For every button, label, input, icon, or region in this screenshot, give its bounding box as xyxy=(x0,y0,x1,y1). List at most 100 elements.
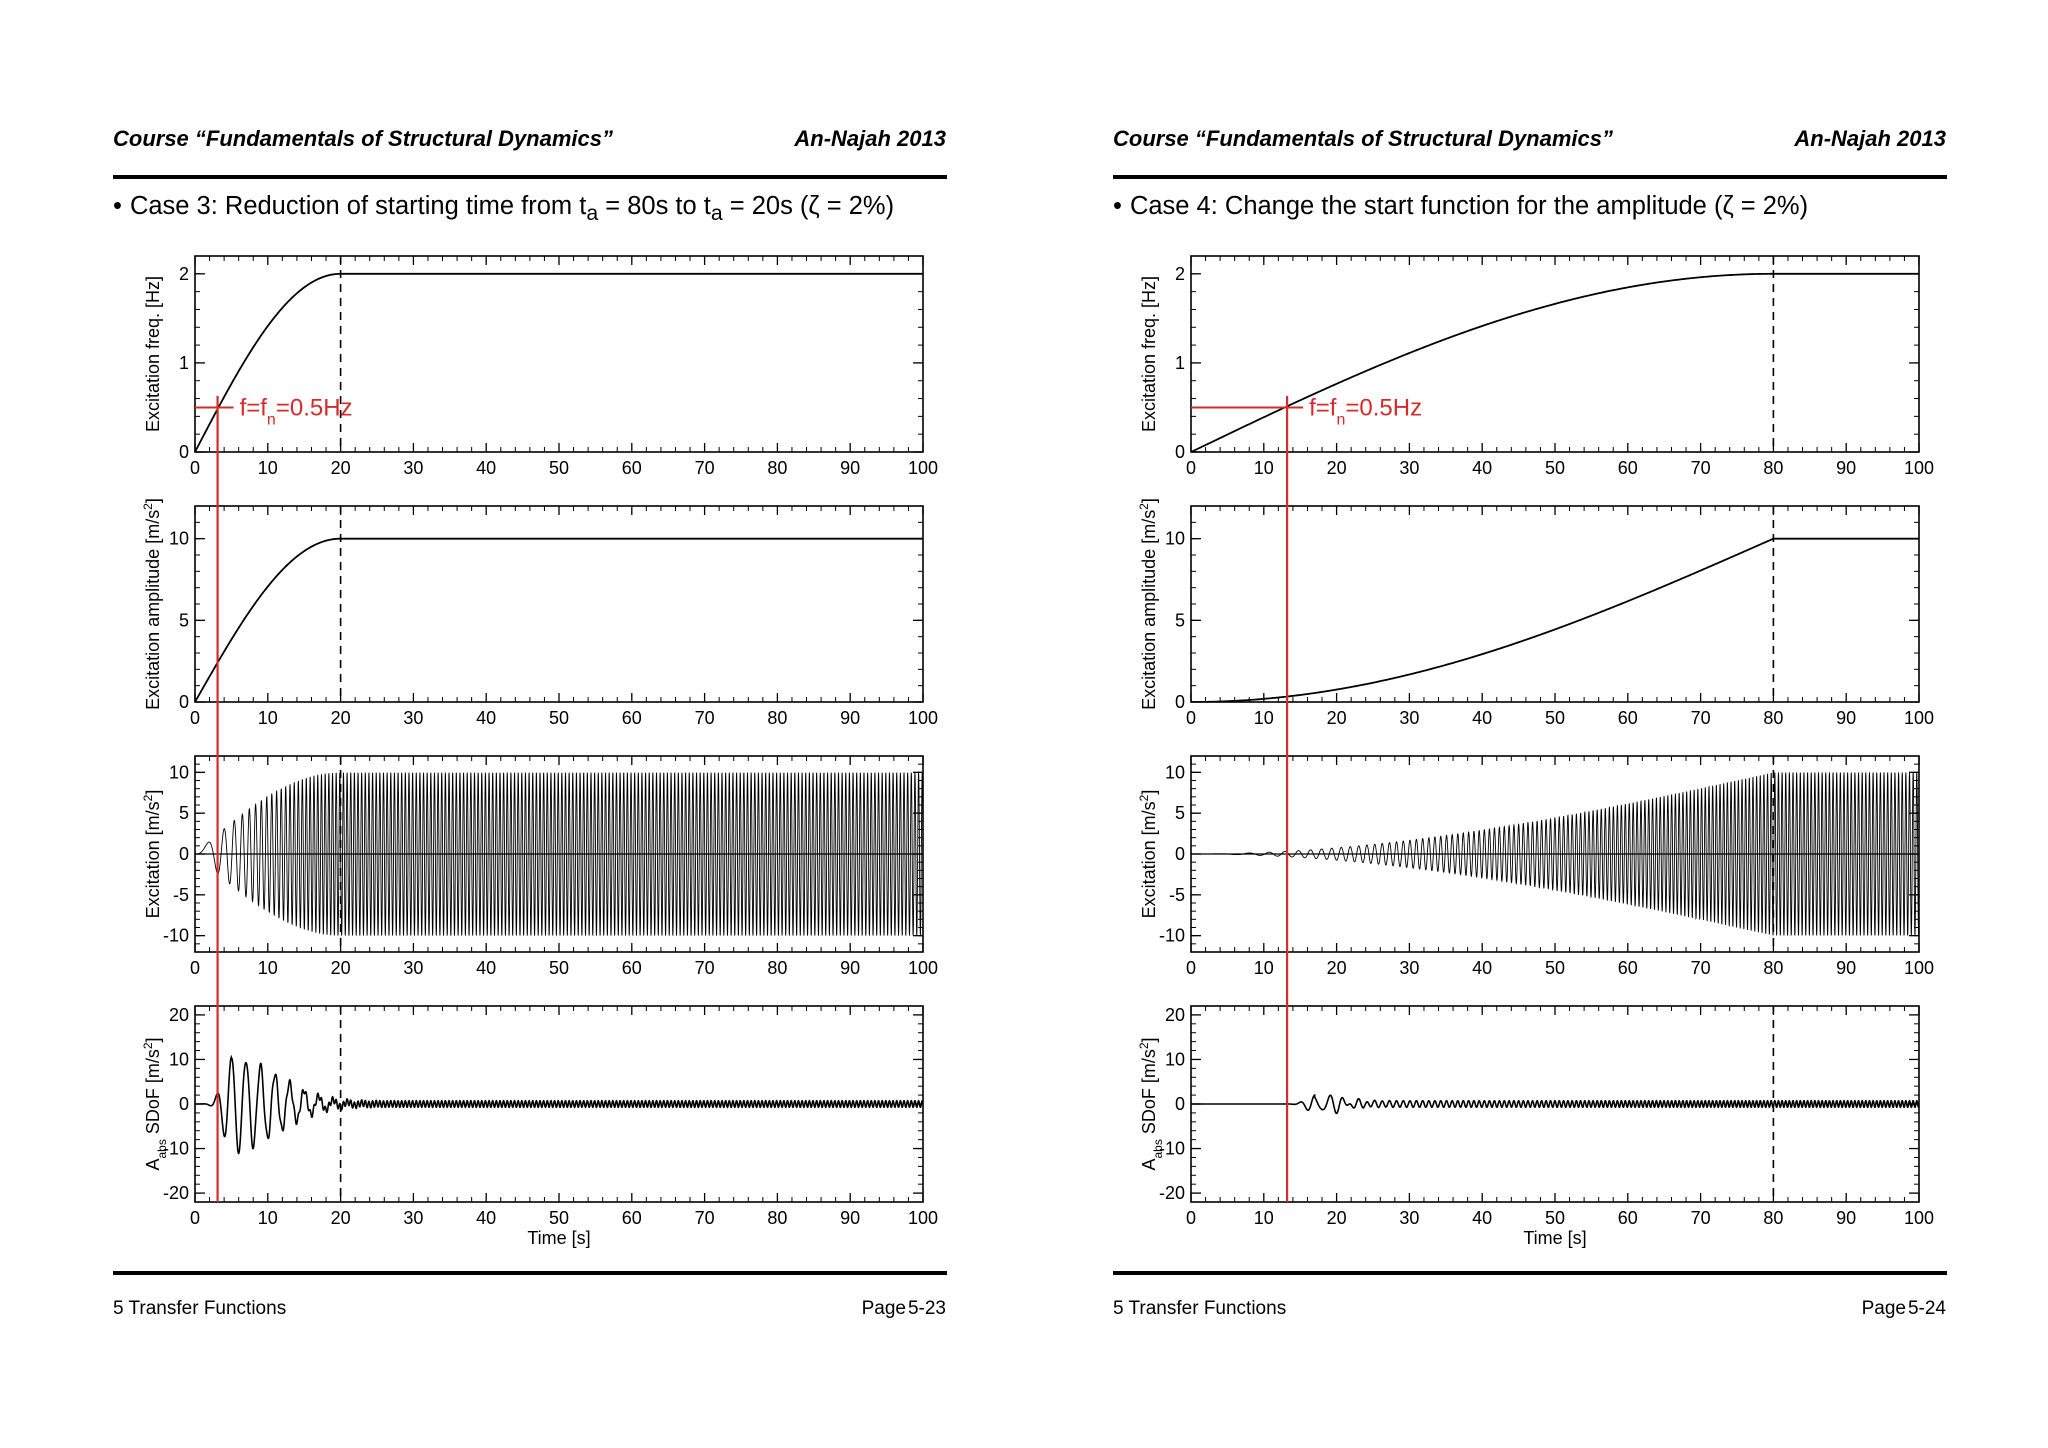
y-tick-label: -5 xyxy=(1169,885,1185,905)
x-tick-label: 50 xyxy=(549,1208,569,1228)
header-institution: An-Najah 2013 xyxy=(1794,126,1946,151)
x-tick-label: 100 xyxy=(908,958,938,978)
x-tick-label: 80 xyxy=(1763,958,1783,978)
y-axis-label: Aabs SDoF [m/s2] xyxy=(141,1037,169,1170)
y-tick-label: -10 xyxy=(163,1139,189,1159)
natural-freq-label: f=fn=0.5Hz xyxy=(1309,394,1422,428)
x-tick-label: 10 xyxy=(1254,1208,1274,1228)
plot-area xyxy=(1191,772,1919,936)
chart-panel: 0 10 20 30 40 50 60 70 80 90 100 0 1 2 Excitation freq… xyxy=(143,255,938,478)
y-label-part: ] xyxy=(1139,790,1159,795)
x-tick-label: 20 xyxy=(331,958,351,978)
annotation-part: =0.5Hz xyxy=(1345,394,1422,421)
case-title-part: = 80s to t xyxy=(598,192,711,220)
natural-freq-label: f=fn=0.5Hz xyxy=(240,394,353,428)
y-tick-label: 0 xyxy=(179,1094,189,1114)
y-tick-label: 10 xyxy=(1165,762,1185,782)
annotation-sub: n xyxy=(1336,411,1345,428)
x-tick-label: 60 xyxy=(622,958,642,978)
x-tick-label: 40 xyxy=(476,458,496,478)
series-line xyxy=(1191,537,1919,702)
plot-area xyxy=(195,272,923,452)
y-tick-label: 20 xyxy=(169,1005,189,1025)
footer-page: Page 5-23 xyxy=(862,1298,946,1320)
footer-chapter: 5 Transfer Functions xyxy=(1113,1298,1287,1319)
x-tick-label: 80 xyxy=(767,1208,787,1228)
x-tick-label: 10 xyxy=(258,708,278,728)
x-tick-label: 60 xyxy=(1618,458,1638,478)
y-label-sub: abs xyxy=(155,1139,169,1158)
y-tick-label: 10 xyxy=(1165,1049,1185,1069)
x-axis-label: Time [s] xyxy=(1523,1228,1586,1248)
response-signal xyxy=(195,1054,923,1155)
plot-area xyxy=(195,1054,923,1155)
x-tick-label: 0 xyxy=(1186,958,1196,978)
x-tick-label: 90 xyxy=(1836,958,1856,978)
x-tick-label: 100 xyxy=(908,708,938,728)
y-axis-label: Aabs SDoF [m/s2] xyxy=(1137,1037,1165,1170)
chart-panel: 0 10 20 30 40 50 60 70 80 90 100 0 5 10 Excitation amp… xyxy=(1137,498,1934,728)
series-line xyxy=(195,272,923,452)
x-tick-label: 30 xyxy=(1399,458,1419,478)
y-label-part: ] xyxy=(143,1037,163,1042)
y-label-sup: 2 xyxy=(141,794,155,801)
y-tick-label: 1 xyxy=(179,353,189,373)
y-tick-label: 0 xyxy=(1175,692,1185,712)
chart-panel: 0 10 20 30 40 50 60 70 80 90 100 -10 -5 0 5 10 Excitatio… xyxy=(1137,755,1934,978)
y-tick-label: 5 xyxy=(1175,803,1185,823)
x-tick-label: 70 xyxy=(1691,1208,1711,1228)
x-tick-label: 90 xyxy=(1836,458,1856,478)
x-tick-label: 40 xyxy=(1472,708,1492,728)
plot-area xyxy=(1191,272,1919,452)
plot-area xyxy=(195,537,923,702)
x-tick-label: 20 xyxy=(331,1208,351,1228)
footer-page-label: Page xyxy=(1861,1298,1906,1319)
header-course: Course “Fundamentals of Structural Dynam… xyxy=(113,126,613,151)
x-tick-label: 50 xyxy=(549,958,569,978)
x-tick-label: 30 xyxy=(403,958,423,978)
plot-area xyxy=(1191,1093,1919,1115)
case-title: • Case 4: Change the start function for t… xyxy=(1113,192,1808,221)
x-tick-label: 90 xyxy=(1836,1208,1856,1228)
case-title-text: Case 4: Change the start function for th… xyxy=(1129,192,1809,220)
x-tick-label: 20 xyxy=(1327,1208,1347,1228)
x-tick-label: 50 xyxy=(1545,458,1565,478)
y-tick-label: 0 xyxy=(1175,442,1185,462)
footer-rule xyxy=(113,1271,947,1275)
x-tick-label: 60 xyxy=(1618,1208,1638,1228)
x-tick-label: 90 xyxy=(840,1208,860,1228)
x-tick-label: 20 xyxy=(331,708,351,728)
x-tick-label: 20 xyxy=(1327,958,1347,978)
y-axis-label: Excitation amplitude [m/s2] xyxy=(1137,498,1159,710)
x-tick-label: 100 xyxy=(1904,708,1934,728)
footer-page-number: 5-24 xyxy=(1907,1298,1946,1319)
y-tick-label: -5 xyxy=(173,885,189,905)
y-label-part: ] xyxy=(1139,498,1159,503)
x-tick-label: 0 xyxy=(1186,1208,1196,1228)
y-label-part: ] xyxy=(143,790,163,795)
y-label-sup: 2 xyxy=(141,1042,155,1049)
y-tick-label: -20 xyxy=(1159,1183,1185,1203)
y-axis-label: Excitation freq. [Hz] xyxy=(1139,276,1159,432)
x-tick-label: 30 xyxy=(1399,1208,1419,1228)
x-tick-label: 40 xyxy=(476,958,496,978)
x-tick-label: 60 xyxy=(1618,708,1638,728)
series-line xyxy=(1191,272,1919,452)
x-tick-label: 20 xyxy=(1327,708,1347,728)
series-line xyxy=(195,537,923,702)
x-tick-label: 0 xyxy=(190,708,200,728)
x-tick-label: 90 xyxy=(840,958,860,978)
y-label-sub: abs xyxy=(1151,1139,1165,1158)
y-label-part: A xyxy=(143,1159,163,1171)
y-tick-label: -10 xyxy=(1159,926,1185,946)
x-tick-label: 70 xyxy=(1691,708,1711,728)
x-tick-label: 30 xyxy=(1399,958,1419,978)
case-title: • Case 3: Reduction of starting time from… xyxy=(113,192,894,226)
x-tick-label: 60 xyxy=(622,458,642,478)
x-tick-label: 80 xyxy=(1763,1208,1783,1228)
y-label-part: Excitation [m/s xyxy=(1139,801,1159,918)
y-tick-label: 0 xyxy=(1175,844,1185,864)
y-axis-label: Excitation amplitude [m/s2] xyxy=(141,498,163,710)
